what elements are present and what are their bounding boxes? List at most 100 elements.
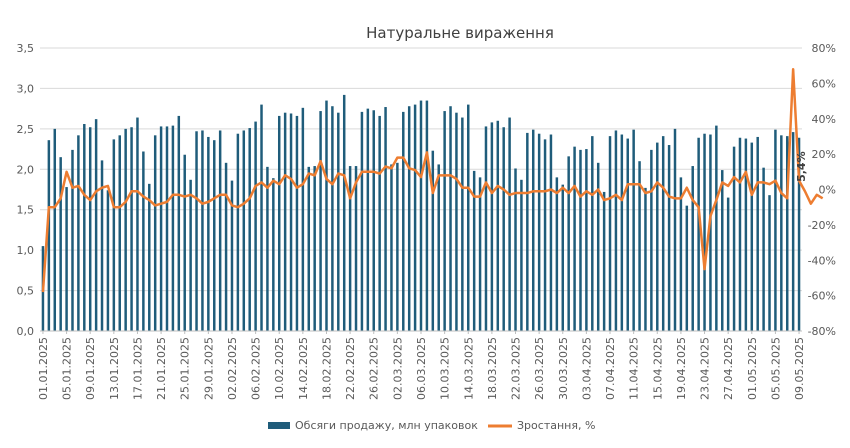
x-tick-label: 02.02.2025 [226,337,239,400]
y-left-tick-label: 0,5 [17,285,35,298]
bar [348,166,352,331]
legend-bar-label: Обсяги продажу, млн упаковок [295,419,478,432]
y-right-tick-label: -60% [808,290,836,303]
chart-title: Натуральне вираження [366,24,554,42]
x-tick-label: 26.03.2025 [533,337,546,400]
bar-series [41,94,801,332]
bar [94,119,98,332]
y-left-tick-label: 1,0 [17,244,35,257]
bar [484,126,488,332]
bar [83,124,86,331]
x-tick-label: 01.05.2025 [746,337,759,400]
bar [224,162,228,331]
bar [372,110,375,331]
x-tick-label: 06.03.2025 [415,337,428,400]
bar [431,150,435,331]
bar [289,113,293,332]
x-tick-label: 11.04.2025 [628,337,641,400]
bar [455,112,458,331]
bar [124,128,127,331]
bar [295,115,299,331]
legend-line-label: Зростання, % [517,419,595,432]
bar [478,177,482,331]
bar [768,195,771,331]
bar [360,111,364,331]
bar [614,130,618,331]
y-left-tick-label: 3,0 [17,82,35,95]
bar [242,130,246,331]
x-tick-label: 10.03.2025 [439,337,452,400]
bar [732,146,736,331]
bar [248,128,251,331]
y-right-tick-label: -40% [808,254,836,267]
bar [797,137,801,331]
bar [591,136,594,331]
x-tick-label: 01.01.2025 [37,337,50,400]
bar [112,139,116,331]
bar [277,115,281,331]
bar [543,139,547,331]
y-right-tick-label: 0% [819,184,836,197]
bar [313,166,316,331]
bar [384,107,387,331]
bar [738,137,742,331]
legend: Обсяги продажу, млн упаковок Зростання, % [268,419,595,432]
end-data-label: 5,4% [795,151,808,182]
bar [71,149,74,331]
bar [561,184,565,331]
bar [780,135,783,331]
line-series: 5,4% [41,67,824,293]
bar [756,136,759,331]
bar [608,136,612,331]
bar [260,104,263,331]
bar [419,100,423,331]
bar [461,117,464,331]
x-tick-label: 29.01.2025 [202,337,215,400]
x-tick-label: 22.03.2025 [510,337,523,400]
bar [549,134,553,331]
x-tick-label: 14.03.2025 [462,337,475,400]
x-tick-label: 03.04.2025 [580,337,593,400]
bar [537,133,541,331]
x-tick-label: 23.04.2025 [699,337,712,400]
bar [496,120,500,332]
bar [254,121,257,331]
bar [195,131,198,331]
bar [514,168,517,331]
bar [153,135,157,331]
bar [307,166,311,331]
bar [709,134,712,331]
bar [703,133,706,331]
bar [159,126,163,332]
bar [567,156,570,331]
bar [165,126,169,332]
bar [531,129,535,331]
bar [266,166,269,331]
bar [726,197,730,331]
bar [390,164,393,331]
bar [130,127,133,332]
bar [272,178,275,331]
growth-line [41,67,824,293]
bar [697,137,700,331]
bar [342,94,346,332]
bar [201,130,204,331]
x-tick-label: 05.01.2025 [61,337,74,400]
bar [301,107,305,331]
bar [189,179,192,331]
bar [425,100,429,331]
x-tick-label: 06.02.2025 [250,337,263,400]
x-tick-label: 09.01.2025 [84,337,97,400]
bar [573,146,576,331]
bar [526,132,529,331]
x-tick-label: 25.01.2025 [179,337,192,400]
bar [508,117,511,331]
x-tick-label: 17.01.2025 [131,337,144,400]
bar [467,104,470,331]
bar [555,177,559,331]
bar [579,149,582,331]
x-tick-label: 22.02.2025 [344,337,357,400]
bar [520,179,523,331]
y-left-tick-label: 3,5 [17,42,35,55]
